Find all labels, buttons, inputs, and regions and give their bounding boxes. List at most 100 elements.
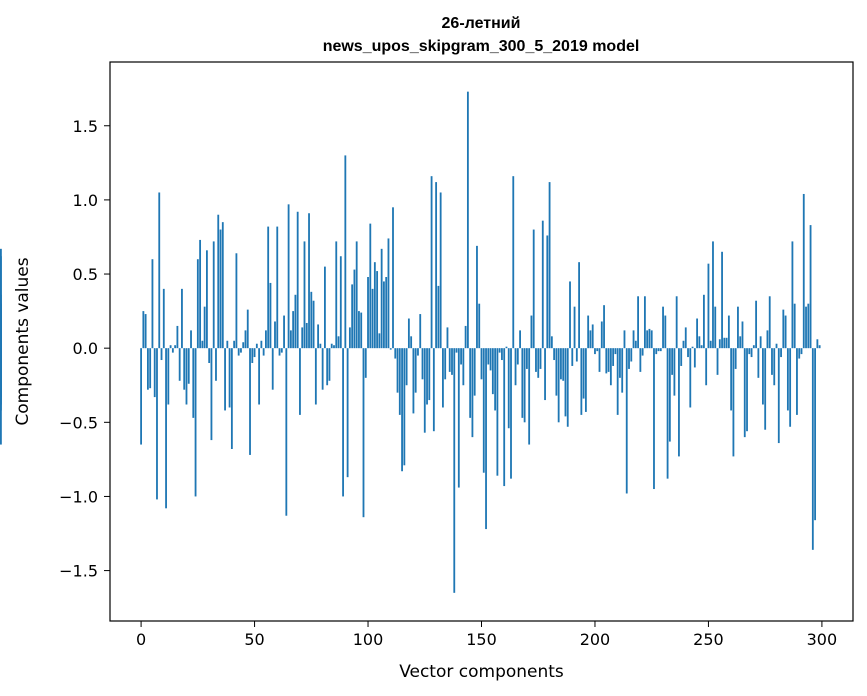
y-tick-label: 0.0 (73, 339, 98, 358)
bar (398, 348, 401, 415)
bar (246, 309, 249, 349)
bar (230, 348, 233, 449)
bar (346, 348, 349, 478)
bar (0, 348, 2, 445)
bar (489, 348, 492, 371)
bar (666, 348, 669, 479)
bar (743, 348, 746, 438)
bar (612, 348, 615, 366)
bar (208, 348, 211, 363)
bar (771, 348, 773, 375)
bar (730, 348, 733, 411)
bar (687, 348, 689, 358)
bar (187, 348, 190, 384)
bar (328, 348, 331, 381)
bar (491, 348, 494, 395)
bar (312, 300, 315, 349)
bar (487, 348, 490, 365)
bar (160, 348, 163, 361)
bar (310, 291, 313, 349)
y-tick-label: −1.0 (59, 487, 98, 506)
bar (569, 281, 571, 349)
bar (646, 330, 649, 349)
bar (535, 348, 537, 372)
bar (407, 318, 410, 349)
bar (0, 248, 2, 349)
bar (367, 277, 369, 349)
x-tick-label: 100 (353, 630, 384, 649)
bar (403, 348, 406, 466)
bar (732, 348, 735, 457)
bar (324, 266, 326, 349)
bar (171, 348, 174, 353)
bar-series (0, 91, 821, 593)
bar (494, 348, 497, 411)
bar (337, 336, 340, 349)
bar (364, 348, 367, 378)
bar (380, 248, 383, 349)
bar (591, 324, 594, 349)
bar (283, 315, 285, 349)
bar (539, 348, 542, 369)
bar (768, 296, 771, 349)
bar (169, 345, 172, 349)
bar (267, 226, 270, 349)
bar (532, 229, 535, 349)
bar (249, 348, 251, 455)
bar (174, 345, 177, 349)
x-axis-ticks: 0 50 100 150 200 250 300 (136, 621, 837, 649)
bar (339, 256, 342, 349)
bar (0, 340, 2, 349)
y-axis-label: Components values (13, 257, 33, 425)
bar (203, 306, 206, 349)
bar (274, 321, 276, 349)
bar (448, 348, 451, 372)
bar (525, 348, 528, 369)
bar (215, 348, 217, 381)
bar (691, 346, 694, 349)
x-tick-label: 300 (807, 630, 838, 649)
bar (773, 348, 776, 386)
bar (782, 309, 785, 349)
x-tick-label: 250 (693, 630, 724, 649)
bar (376, 271, 379, 349)
bar (659, 348, 662, 352)
bar (394, 348, 397, 359)
bar (537, 348, 540, 378)
bar (671, 348, 674, 375)
bar (625, 348, 628, 494)
bar (584, 348, 587, 412)
bar (355, 241, 358, 349)
bar (521, 348, 524, 418)
bar (360, 312, 363, 349)
bar (371, 288, 374, 349)
bar (432, 348, 435, 432)
bar (811, 348, 814, 550)
bar (544, 348, 546, 401)
bar (786, 348, 789, 411)
bar (619, 348, 621, 378)
bar (405, 348, 408, 386)
bar (335, 241, 338, 349)
bar (598, 348, 601, 372)
bar (562, 348, 565, 381)
bar (623, 330, 626, 349)
bar (142, 311, 145, 349)
bar (789, 348, 792, 427)
bar (176, 325, 179, 349)
bar (473, 348, 476, 396)
bar (700, 345, 703, 349)
bar (780, 348, 782, 358)
bar (480, 348, 483, 380)
bar (271, 348, 274, 390)
bar (410, 336, 413, 349)
bar (716, 348, 719, 375)
bar (707, 263, 710, 349)
bar (755, 300, 758, 349)
bar (632, 330, 635, 349)
bar (412, 348, 415, 414)
bar (435, 182, 438, 349)
bar (414, 348, 417, 393)
bar (144, 314, 147, 349)
